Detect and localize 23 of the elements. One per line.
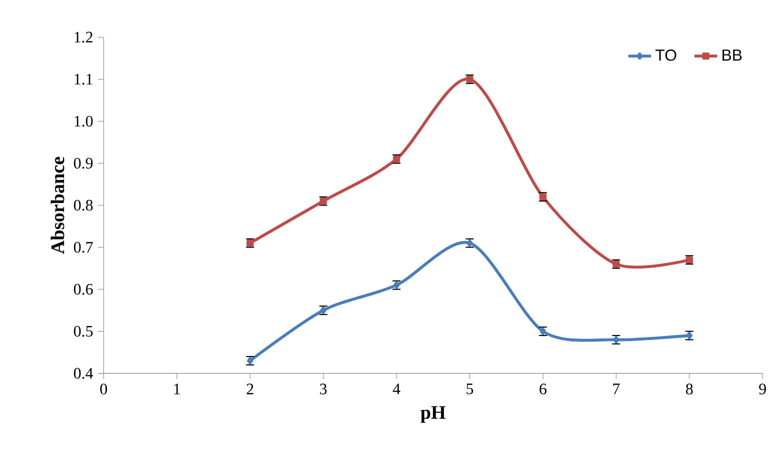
x-tick-label: 5 bbox=[466, 384, 474, 394]
y-tick-label: 0.9 bbox=[74, 158, 93, 169]
y-tick-label: 0.4 bbox=[74, 368, 94, 379]
x-tick-label: 6 bbox=[540, 384, 546, 395]
y-tick-label: 1.1 bbox=[74, 74, 92, 85]
y-tick-label: 0.6 bbox=[74, 284, 93, 295]
y-axis-title: Absorbance bbox=[50, 157, 64, 254]
y-tick-label: 0.5 bbox=[74, 326, 93, 337]
y-tick-label: 1.0 bbox=[74, 116, 93, 127]
y-tick-label: 0.7 bbox=[74, 242, 93, 253]
x-axis-title: pH bbox=[420, 406, 446, 423]
x-tick-label: 3 bbox=[320, 384, 327, 395]
x-tick-label: 9 bbox=[759, 384, 766, 395]
legend-label: TO bbox=[656, 50, 676, 61]
x-tick-label: 4 bbox=[392, 384, 400, 394]
x-tick-label: 2 bbox=[246, 384, 254, 394]
y-tick-label: 0.8 bbox=[74, 200, 93, 211]
x-tick-label: 8 bbox=[686, 384, 693, 395]
y-tick-label: 1.2 bbox=[74, 32, 92, 43]
x-tick-label: 0 bbox=[100, 384, 108, 395]
legend-label: BB bbox=[722, 50, 742, 61]
x-tick-label: 7 bbox=[613, 384, 620, 394]
x-tick-label: 1 bbox=[174, 384, 180, 394]
